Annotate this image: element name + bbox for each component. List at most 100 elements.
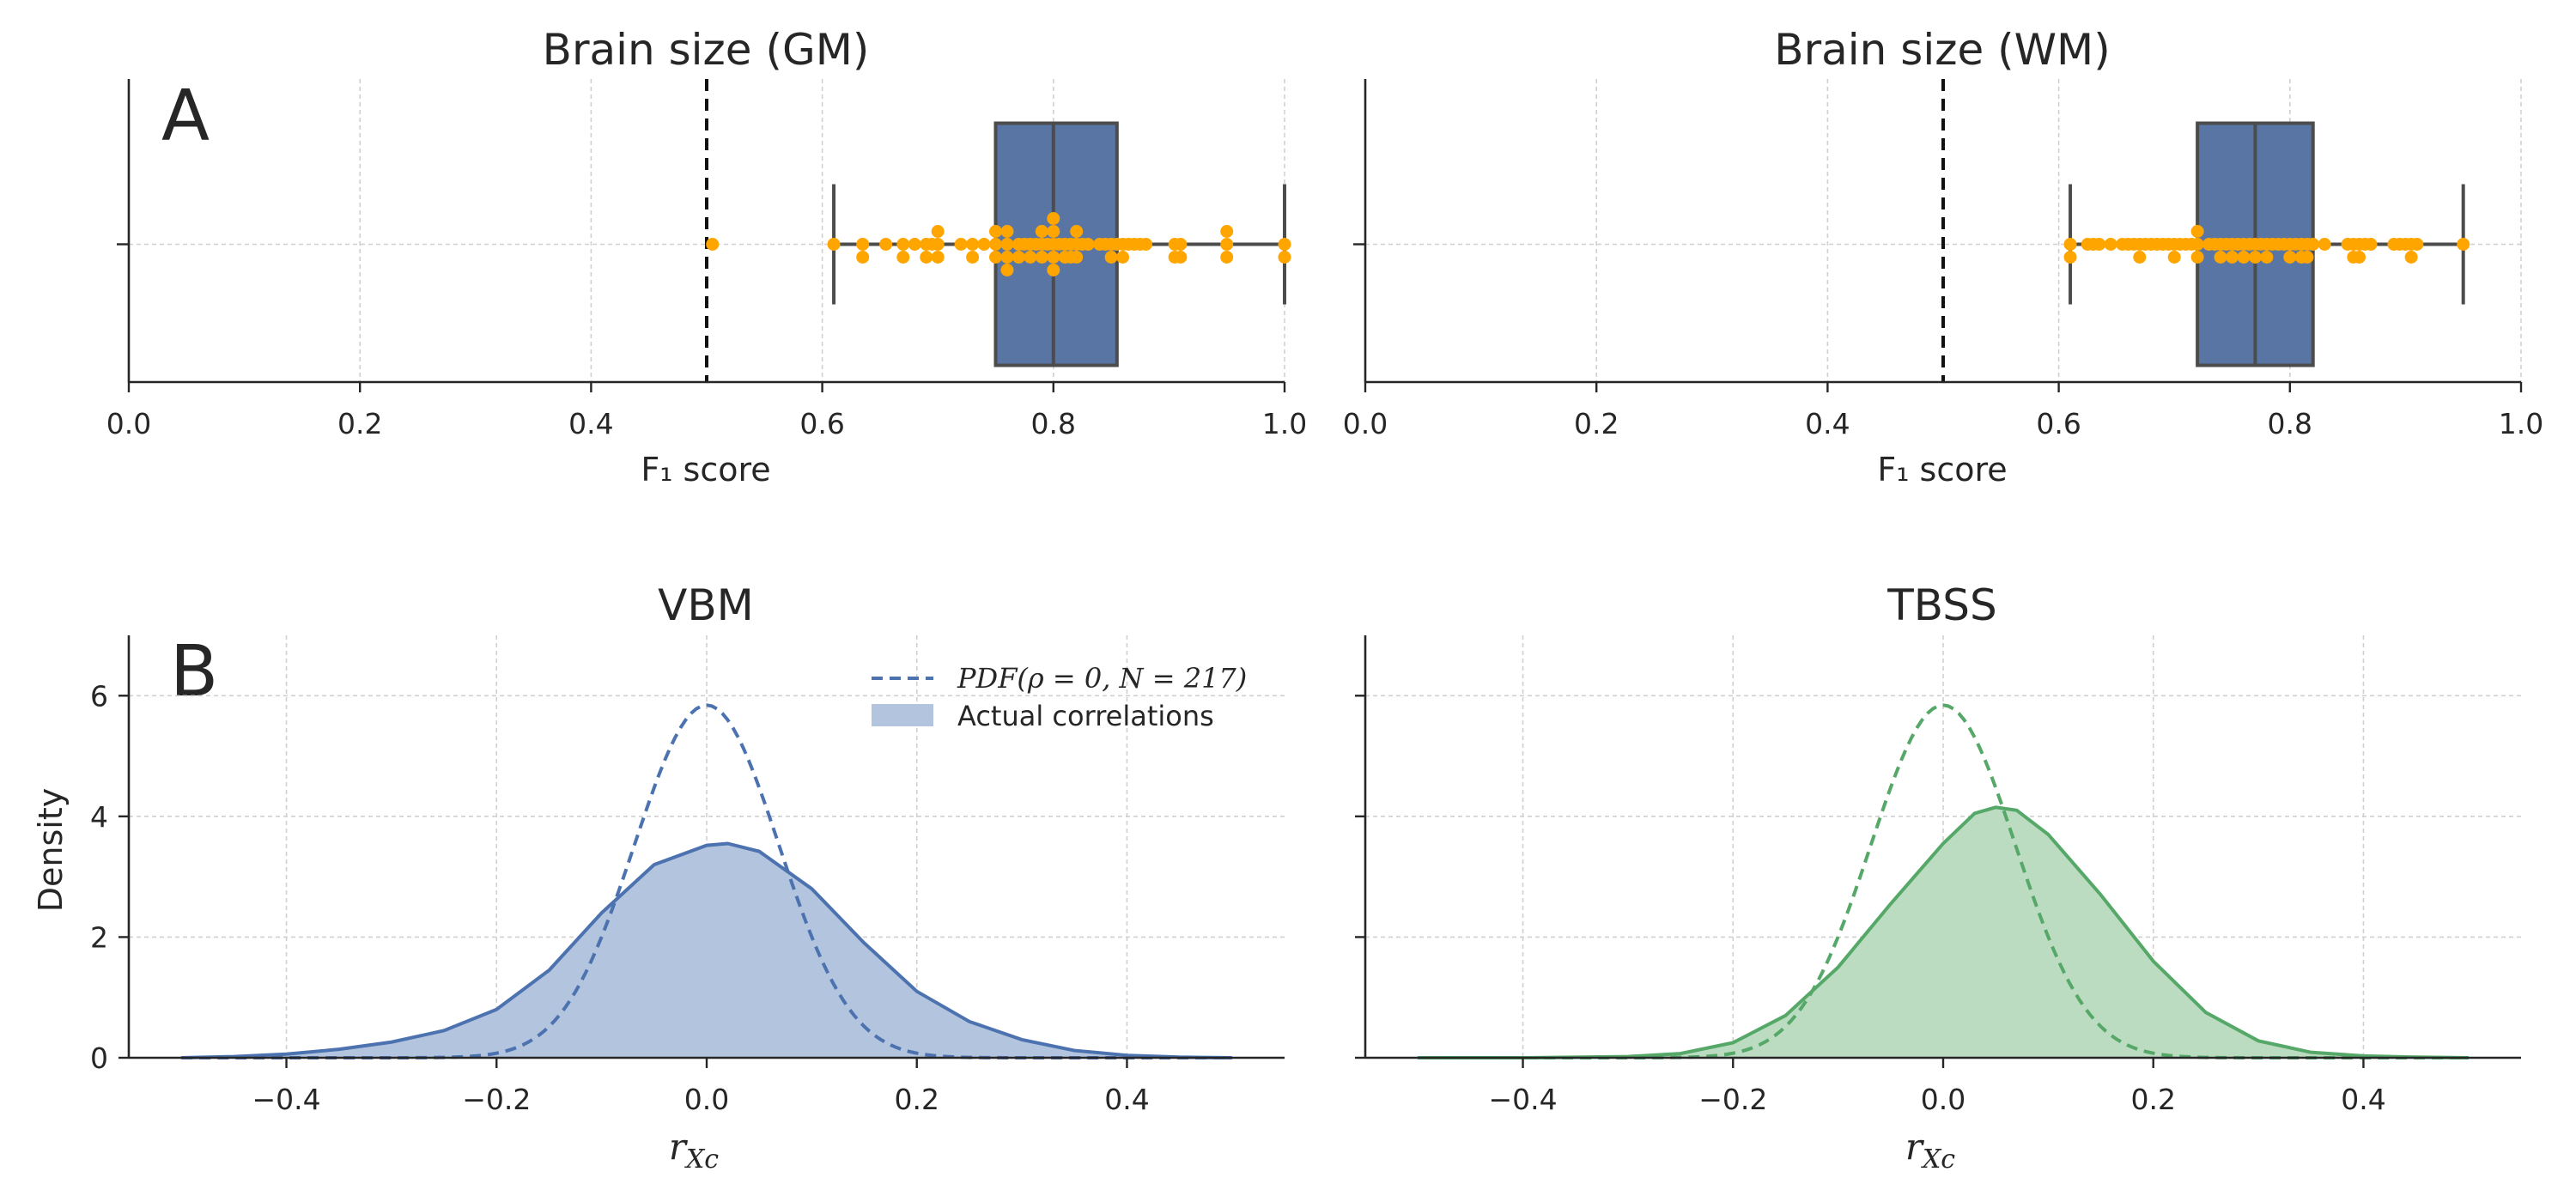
swarm-point [1047, 212, 1060, 225]
xtick-label: 0.0 [106, 407, 151, 440]
legend-actual-swatch [872, 704, 933, 726]
swarm-point [1000, 251, 1014, 264]
swarm-point [1278, 238, 1291, 251]
legend-actual-label: Actual correlations [957, 700, 1214, 732]
swarm-point [1047, 264, 1060, 276]
swarm-point [2063, 251, 2077, 264]
swarm-point [1220, 251, 1234, 264]
panel-gm: Brain size (GM) A F₁ score 0.0 0.2 0.4 0.6 0… [106, 25, 1307, 489]
xtick-label: 0.4 [2341, 1083, 2385, 1116]
swarm-point [2214, 251, 2227, 264]
swarm-point [920, 251, 933, 264]
xtick-label: 0.8 [1031, 407, 1076, 440]
xtick-label: 0.4 [1104, 1083, 1149, 1116]
title-gm: Brain size (GM) [543, 25, 870, 75]
swarm-point [1174, 251, 1188, 264]
actual-correlations-area [1418, 807, 2469, 1058]
swarm-point [1000, 238, 1014, 251]
xlabel-wm: F₁ score [1877, 451, 2007, 489]
xtick-label: −0.2 [462, 1083, 531, 1116]
swarm-point [2190, 225, 2204, 238]
xtick-label: 0.2 [1574, 407, 1619, 440]
swarm-point [1220, 238, 1234, 251]
xlabel-gm: F₁ score [641, 451, 770, 489]
swarm-point [2063, 238, 2077, 251]
ylabel-vbm: Density [32, 788, 70, 912]
legend-pdf-label: PDF(ρ = 0, N = 217) [957, 662, 1247, 695]
swarm-point [896, 238, 910, 251]
swarm-point [966, 238, 980, 251]
xtick-label: 1.0 [1262, 407, 1307, 440]
swarm-point [2318, 238, 2331, 251]
ytick-label: 4 [90, 800, 108, 834]
swarm-point [931, 238, 945, 251]
xtick-label: −0.4 [252, 1083, 320, 1116]
swarm-point [2353, 251, 2366, 264]
kde-line [181, 841, 1232, 1059]
xtick-label: 0.6 [799, 407, 844, 440]
swarm-point [908, 238, 921, 251]
swarm-point [1035, 251, 1048, 264]
swarm-point [1024, 251, 1037, 264]
xtick-label: 0.0 [684, 1083, 729, 1116]
swarm-point [954, 238, 968, 251]
swarm-point [1047, 251, 1060, 264]
swarm-point [2190, 238, 2204, 251]
swarm-point [1174, 238, 1188, 251]
swarm-point [1139, 238, 1152, 251]
swarm-point [2226, 251, 2239, 264]
swarm-point [966, 251, 980, 264]
swarm-point [2104, 238, 2117, 251]
xtick-label: 0.0 [1343, 407, 1388, 440]
swarm-point [931, 251, 945, 264]
swarm-point [1278, 251, 1291, 264]
panel-vbm: VBM B Density rXc −0.4 −0.2 0.0 0.2 0.4 0 2 4 6 P… [32, 580, 1285, 1175]
swarm-point [989, 225, 1002, 238]
xtick-label: 0.2 [337, 407, 382, 440]
swarm-point [1081, 238, 1095, 251]
xtick-label: 0.2 [2130, 1083, 2175, 1116]
panel-label-a: A [161, 76, 210, 157]
swarm-point [2093, 238, 2106, 251]
ytick-label: 0 [90, 1041, 108, 1075]
swarm-point [1012, 251, 1025, 264]
swarm-point [2306, 238, 2320, 251]
swarm-point [2237, 251, 2251, 264]
swarm-point [977, 238, 991, 251]
swarm-point [989, 238, 1002, 251]
xtick-label: 0.8 [2268, 407, 2312, 440]
xtick-label: 0.0 [1921, 1083, 1965, 1116]
xtick-label: 0.2 [894, 1083, 939, 1116]
swarm-point [2190, 251, 2204, 264]
swarm-point [931, 225, 945, 238]
xlabel-vbm: rXc [669, 1126, 719, 1175]
panel-wm: Brain size (WM) F₁ score 0.0 0.2 0.4 0.6 0.8… [1343, 25, 2543, 489]
xtick-label: −0.2 [1698, 1083, 1767, 1116]
swarm-point [2457, 238, 2470, 251]
kde-line [1418, 805, 2469, 1059]
swarm-point [2260, 251, 2274, 264]
swarm-point [2167, 251, 2181, 264]
actual-correlations-area [181, 843, 1232, 1058]
xtick-label: −0.4 [1488, 1083, 1557, 1116]
swarm-point [1047, 225, 1060, 238]
ytick-label: 6 [90, 679, 108, 713]
xtick-label: 1.0 [2499, 407, 2543, 440]
swarm-point [1000, 264, 1014, 276]
xtick-label: 0.6 [2036, 407, 2081, 440]
xlabel-tbss: rXc [1905, 1126, 1955, 1175]
swarm-point [1104, 251, 1118, 264]
swarm-point [2364, 238, 2378, 251]
swarm-point [1035, 225, 1048, 238]
xtick-label: 0.4 [1805, 407, 1850, 440]
swarm-point [2283, 251, 2297, 264]
swarm-point [2404, 251, 2418, 264]
swarm-point [856, 238, 870, 251]
swarm-point [1070, 251, 1084, 264]
swarm-point [706, 238, 720, 251]
swarm-point [1000, 225, 1014, 238]
swarm-point [989, 251, 1002, 264]
swarm-point [2410, 238, 2424, 251]
swarm-point [1070, 225, 1084, 238]
swarm-point [896, 251, 910, 264]
